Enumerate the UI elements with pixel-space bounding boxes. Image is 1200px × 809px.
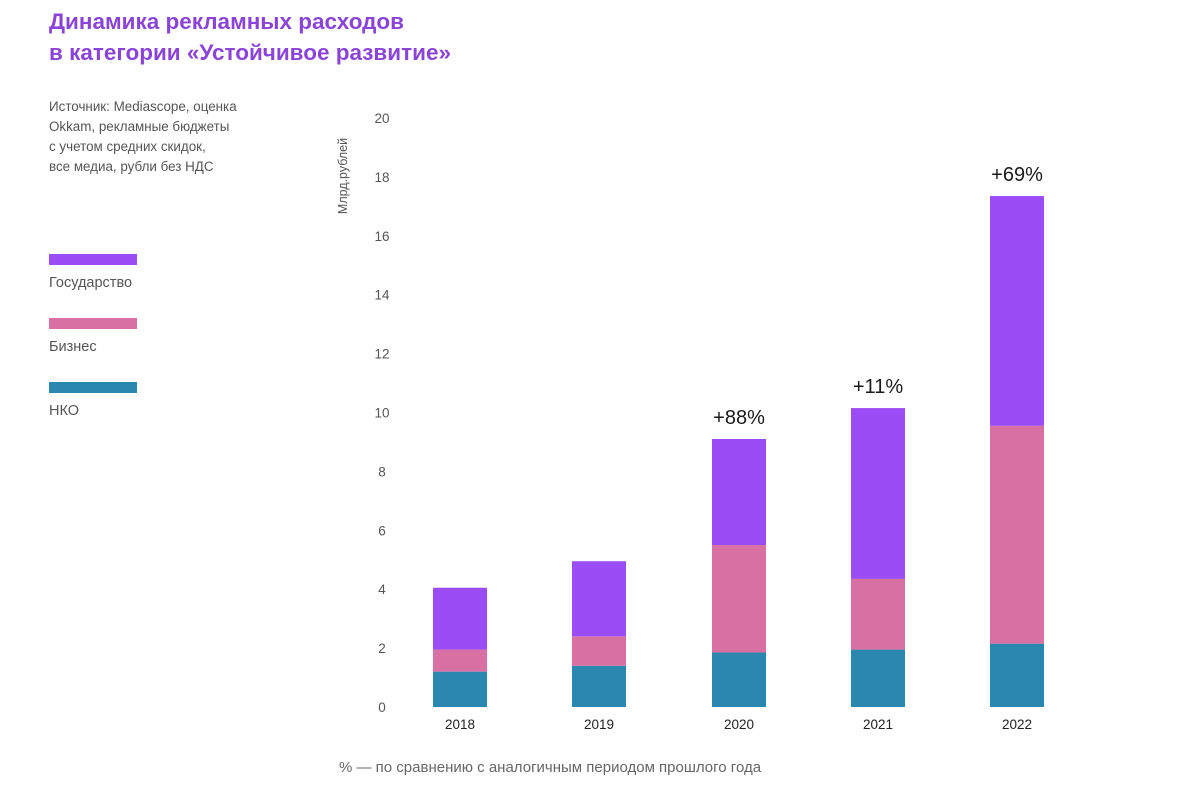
x-axis-ticks: 2018 2019 2020 2021 2022 — [445, 717, 1032, 732]
source-note: Источник: Mediascope, оценка Okkam, рекл… — [49, 97, 319, 177]
x-tick-label: 2018 — [445, 717, 475, 732]
source-line-1: Источник: Mediascope, оценка — [49, 99, 237, 114]
y-tick-label: 10 — [374, 406, 389, 421]
y-tick-label: 4 — [378, 582, 386, 597]
x-tick-label: 2019 — [584, 717, 614, 732]
bar-segment — [712, 545, 766, 653]
bar-segment — [433, 587, 487, 650]
source-line-3: с учетом средних скидок, — [49, 139, 206, 154]
y-tick-label: 6 — [378, 523, 386, 538]
y-axis-ticks: 0 2 4 6 8 10 12 14 16 18 20 — [374, 111, 390, 715]
growth-label: +69% — [991, 164, 1043, 186]
legend-label-gosudarstvo: Государство — [49, 275, 133, 291]
y-tick-label: 12 — [374, 347, 389, 362]
chart-title: Динамика рекламных расходов в категории … — [49, 6, 569, 68]
y-tick-label: 0 — [378, 700, 386, 715]
growth-label: +11% — [853, 376, 903, 398]
bar-segment — [712, 652, 766, 707]
source-line-4: все медиа, рубли без НДС — [49, 159, 214, 174]
bar-stack-2020 — [712, 439, 766, 707]
legend-swatch-biznes — [49, 318, 137, 329]
legend-swatch-gosudarstvo — [49, 254, 137, 265]
y-tick-label: 8 — [378, 464, 386, 479]
bar-segment — [433, 649, 487, 672]
bar-segment — [572, 665, 626, 707]
y-axis-label: Млрд.рублей — [336, 138, 350, 214]
legend-swatch-nko — [49, 382, 137, 393]
bar-stack-2019 — [572, 561, 626, 707]
y-tick-label: 14 — [374, 288, 390, 303]
footnote: % — по сравнению с аналогичным периодом … — [339, 759, 762, 776]
y-tick-label: 16 — [374, 229, 389, 244]
growth-annotations: +88% +11% +69% — [713, 164, 1043, 429]
chart-title-line-2: в категории «Устойчивое развитие» — [49, 40, 451, 65]
bar-stack-2018 — [433, 587, 487, 707]
x-tick-label: 2020 — [724, 717, 754, 732]
bar-segment — [990, 196, 1044, 426]
bar-segment — [851, 578, 905, 650]
bar-segment — [572, 636, 626, 666]
legend-label-nko: НКО — [49, 403, 80, 419]
y-tick-label: 2 — [378, 641, 386, 656]
growth-label: +88% — [713, 407, 765, 429]
bar-segment — [851, 649, 905, 707]
bar-segment — [433, 671, 487, 707]
bar-stack-2022 — [990, 196, 1044, 707]
y-tick-label: 20 — [374, 111, 389, 126]
bar-segment — [990, 425, 1044, 644]
bar-segment — [572, 561, 626, 637]
x-tick-label: 2021 — [863, 717, 893, 732]
bar-segment — [712, 439, 766, 546]
y-tick-label: 18 — [374, 170, 389, 185]
bar-segment — [851, 408, 905, 579]
bar-stack-2021 — [851, 408, 905, 707]
x-tick-label: 2022 — [1002, 717, 1032, 732]
bar-segment — [990, 643, 1044, 707]
bars — [433, 196, 1044, 707]
legend-label-biznes: Бизнес — [49, 339, 97, 355]
source-line-2: Okkam, рекламные бюджеты — [49, 119, 230, 134]
chart-title-line-1: Динамика рекламных расходов — [49, 9, 405, 34]
